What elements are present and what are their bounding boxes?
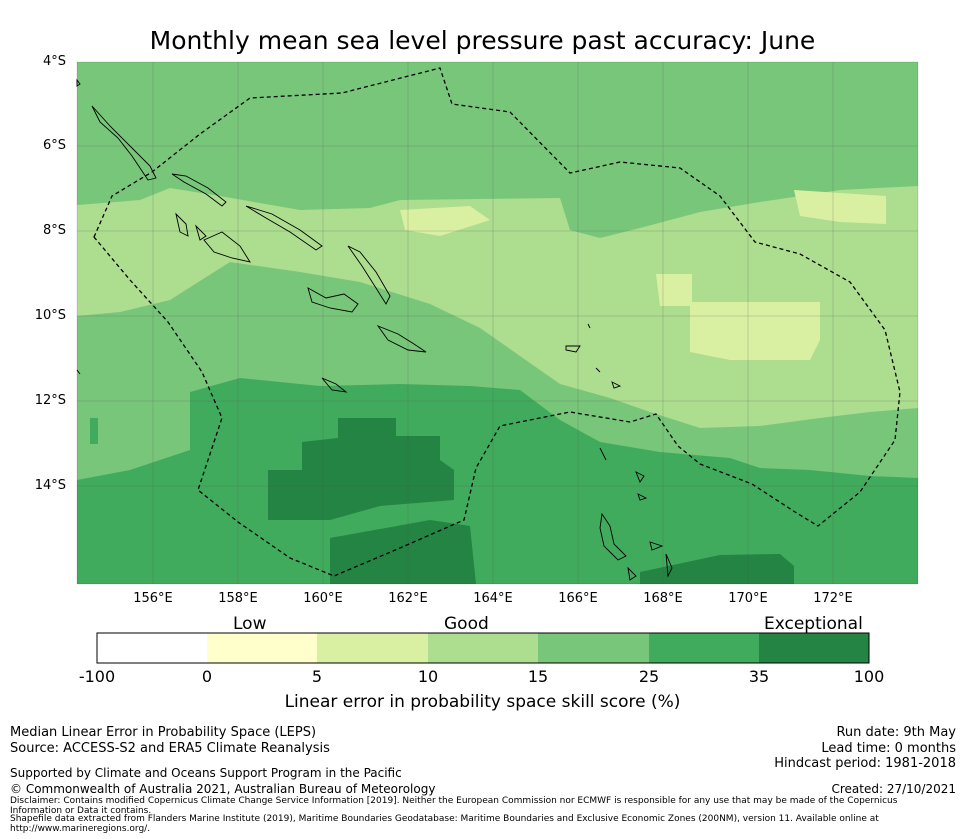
chart-title: Monthly mean sea level pressure past acc… [149,26,816,55]
created-date: Created: 27/10/2021 [831,782,956,796]
colorbar-tick-label: 25 [638,667,660,686]
region-pale-patch-mid [656,274,692,306]
region-mid-green-west-patch [90,418,98,444]
colorbar-tick-label: 5 [311,667,323,686]
map-frame [76,61,919,585]
island-makira [307,287,359,313]
colorbar-segment-6 [649,633,759,663]
island-small-1 [321,377,348,393]
region-pale-patch-northeast [794,190,886,224]
x-tick-label: 160°E [303,591,343,606]
colorbar-tick-label: 10 [417,667,439,686]
colorbar [96,632,870,664]
x-tick-label: 164°E [473,591,513,606]
colorbar-tick-label: -100 [78,667,116,686]
y-tick-label: 4°S [42,54,66,69]
run-date: Run date: 9th May [836,725,956,740]
region-pale-patch-east [690,302,820,360]
x-tick-label: 168°E [643,591,683,606]
y-tick-label: 14°S [34,478,66,493]
island-small-2 [635,471,648,501]
x-tick-label: 172°E [813,591,853,606]
island-guadalcanal [203,231,251,263]
region-dark-green-southwest [330,520,476,584]
x-tick-label: 158°E [218,591,258,606]
colorbar-segment-3 [317,633,428,663]
region-mid-green-south [77,378,918,584]
island-vanuatu-south [627,541,673,581]
x-tick-label: 166°E [558,591,598,606]
region-dark-green-southeast [640,554,794,584]
colorbar-tick-label: 100 [853,667,885,686]
x-tick-label: 170°E [728,591,768,606]
colorbar-tick-label: 0 [201,667,213,686]
shapefile-credit: Shapefile data extracted from Flanders M… [10,814,879,834]
region-light-band [77,186,918,428]
colorbar-segment-2 [207,633,317,663]
colorbar-tick-label: 15 [527,667,549,686]
footer-leps-label: Median Linear Error in Probability Space… [10,725,317,740]
colorbar-segment-5 [538,633,649,663]
region-dark-green-center [268,418,454,520]
island-vanuatu-north [599,447,627,561]
y-tick-label: 12°S [34,393,66,408]
y-tick-label: 6°S [42,138,66,153]
disclaimer: Disclaimer: Contains modified Copernicus… [10,796,898,816]
hindcast-period: Hindcast period: 1981-2018 [774,756,956,771]
footer-copyright: © Commonwealth of Australia 2021, Austra… [10,782,436,796]
colorbar-segment-7 [759,633,869,663]
colorbar-category-good: Good [444,614,489,634]
island-new-georgia [175,212,207,241]
eez-boundary [93,67,901,577]
colorbar-segment-4 [428,633,538,663]
colorbar-tick-label: 35 [748,667,770,686]
colorbar-category-exceptional: Exceptional [764,614,863,634]
coastlines [76,78,673,581]
y-tick-label: 8°S [42,223,66,238]
x-tick-label: 156°E [133,591,173,606]
island-bougainville [91,105,157,181]
skill-map [76,61,919,664]
island-rennell [376,325,427,353]
footer-support: Supported by Climate and Oceans Support … [10,766,402,780]
colorbar-frame [96,632,870,664]
island-west-edge [76,78,81,375]
lead-time: Lead time: 0 months [821,741,956,756]
gridlines [77,62,918,584]
colorbar-segment-1 [97,633,207,663]
footer-source: Source: ACCESS-S2 and ERA5 Climate Reana… [10,741,330,756]
island-santa-cruz [565,323,622,389]
colorbar-category-low: Low [233,614,267,634]
island-choiseul [171,173,227,207]
map-panel [76,61,919,585]
y-tick-label: 10°S [34,308,66,323]
region-pale-patch-north [400,206,490,236]
colorbar-title: Linear error in probability space skill … [284,692,681,712]
x-tick-label: 162°E [388,591,428,606]
island-malaita [347,245,391,305]
island-isabel [245,205,323,251]
